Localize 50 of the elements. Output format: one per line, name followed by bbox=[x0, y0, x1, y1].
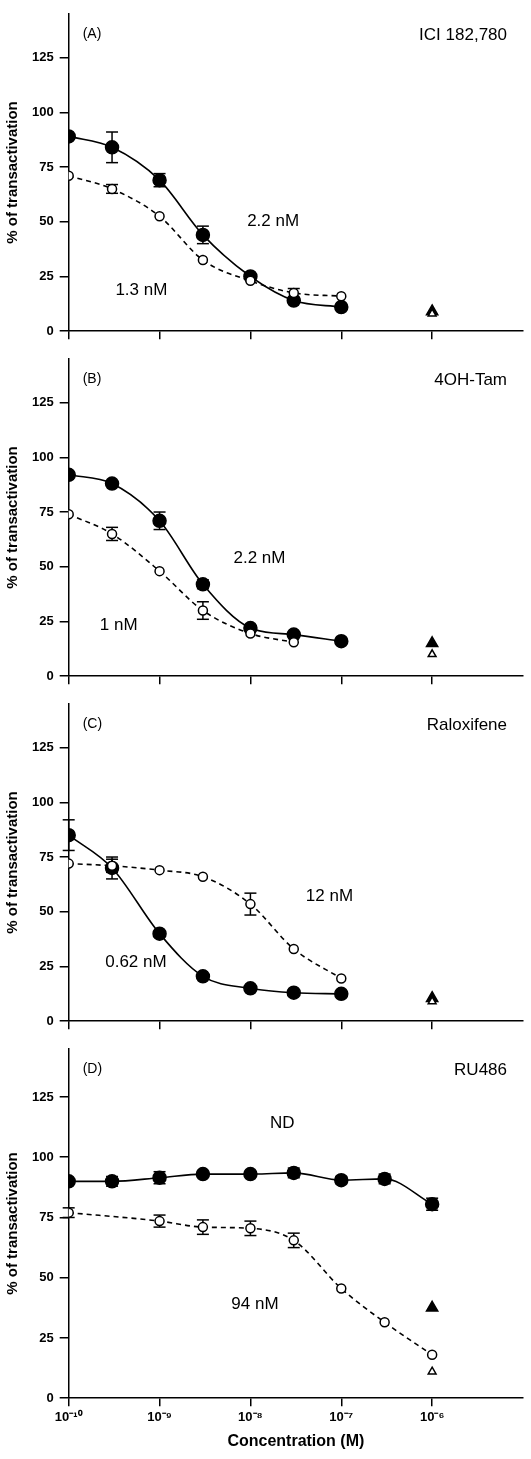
x-tick-label: 10⁻⁶ bbox=[419, 1408, 445, 1424]
annotation: 0.62 nM bbox=[105, 951, 167, 971]
annotation: (A) bbox=[82, 24, 102, 41]
y-tick-label: 0 bbox=[46, 1012, 54, 1028]
x-tick-label: 10⁻⁸ bbox=[238, 1408, 263, 1424]
y-tick-label: 75 bbox=[39, 158, 54, 174]
y-tick-label: 0 bbox=[46, 667, 54, 683]
y-tick-label: 25 bbox=[39, 268, 54, 284]
annotation: 12 nM bbox=[305, 886, 354, 906]
y-axis-title: % of transactivation bbox=[3, 101, 21, 244]
y-tick-label: 75 bbox=[39, 848, 54, 864]
x-tick-label: 10⁻¹⁰ bbox=[54, 1408, 83, 1424]
annotation: (D) bbox=[82, 1059, 103, 1076]
y-tick-label: 125 bbox=[31, 49, 54, 65]
y-tick-label: 125 bbox=[31, 1088, 54, 1104]
y-axis-title: % of transactivation bbox=[3, 446, 21, 589]
text: 4OH-Tam bbox=[434, 370, 507, 390]
y-tick-label: 50 bbox=[39, 558, 54, 574]
annotation: 2.2 nM bbox=[233, 548, 286, 568]
annotation: (C) bbox=[82, 714, 103, 731]
y-tick-label: 25 bbox=[39, 1329, 54, 1345]
y-tick-label: 125 bbox=[31, 739, 54, 755]
text: Raloxifene bbox=[426, 715, 507, 735]
text: ICI 182,780 bbox=[419, 25, 507, 45]
y-tick-label: 75 bbox=[39, 1209, 54, 1225]
y-axis-title: % of transactivation bbox=[3, 791, 21, 934]
annotation: 94 nM bbox=[231, 1293, 279, 1313]
y-tick-label: 25 bbox=[39, 613, 54, 629]
x-tick-label: 10⁻⁹ bbox=[147, 1408, 172, 1424]
y-tick-label: 0 bbox=[46, 1389, 54, 1405]
annotation: (B) bbox=[82, 369, 102, 386]
annotation: 1.3 nM bbox=[115, 279, 168, 299]
y-tick-label: 50 bbox=[39, 903, 54, 919]
x-axis-title: Concentration (M) bbox=[227, 1431, 365, 1449]
y-axis-title: % of transactivation bbox=[3, 1152, 21, 1295]
y-tick-label: 25 bbox=[39, 958, 54, 974]
y-tick-label: 100 bbox=[31, 793, 54, 809]
y-tick-label: 125 bbox=[31, 394, 54, 410]
y-tick-label: 100 bbox=[31, 448, 54, 464]
annotation: 1 nM bbox=[99, 615, 138, 635]
annotation: ND bbox=[269, 1113, 295, 1133]
x-tick-label: 10⁻⁷ bbox=[329, 1408, 354, 1424]
annotation: 2.2 nM bbox=[247, 211, 300, 231]
y-tick-label: 50 bbox=[39, 1269, 54, 1285]
text: RU486 bbox=[454, 1060, 507, 1080]
y-tick-label: 50 bbox=[39, 213, 54, 229]
y-tick-label: 75 bbox=[39, 503, 54, 519]
y-tick-label: 100 bbox=[31, 1148, 54, 1164]
y-tick-label: 100 bbox=[31, 103, 54, 119]
y-tick-label: 0 bbox=[46, 322, 54, 338]
